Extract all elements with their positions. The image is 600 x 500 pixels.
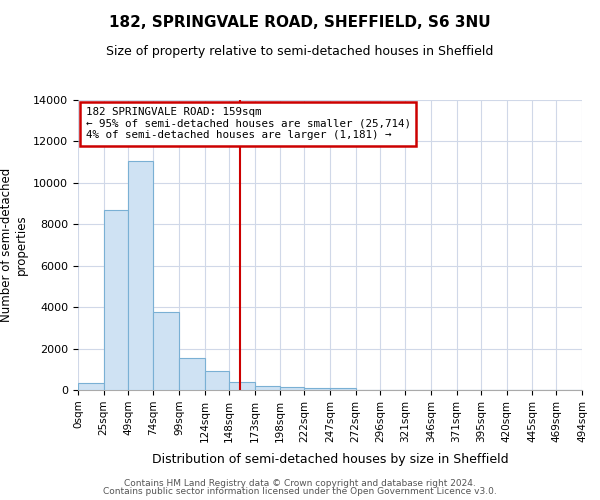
Bar (229, 382, 254, 390)
Bar (330, 388, 356, 390)
Text: Contains public sector information licensed under the Open Government Licence v3: Contains public sector information licen… (103, 487, 497, 496)
X-axis label: Distribution of semi-detached houses by size in Sheffield: Distribution of semi-detached houses by … (152, 453, 508, 466)
Bar (128, 161, 154, 390)
Bar (280, 388, 304, 390)
Bar (205, 370, 229, 390)
Y-axis label: Number of semi-detached
properties: Number of semi-detached properties (0, 168, 28, 322)
Bar (78, 384, 104, 390)
Text: 182 SPRINGVALE ROAD: 159sqm
← 95% of semi-detached houses are smaller (25,714)
4: 182 SPRINGVALE ROAD: 159sqm ← 95% of sem… (86, 108, 410, 140)
Bar (254, 386, 280, 390)
Bar (104, 210, 128, 390)
Bar (179, 358, 205, 390)
Text: Contains HM Land Registry data © Crown copyright and database right 2024.: Contains HM Land Registry data © Crown c… (124, 478, 476, 488)
Text: 182, SPRINGVALE ROAD, SHEFFIELD, S6 3NU: 182, SPRINGVALE ROAD, SHEFFIELD, S6 3NU (109, 15, 491, 30)
Bar (304, 388, 330, 390)
Bar (154, 312, 179, 390)
Text: Size of property relative to semi-detached houses in Sheffield: Size of property relative to semi-detach… (106, 45, 494, 58)
